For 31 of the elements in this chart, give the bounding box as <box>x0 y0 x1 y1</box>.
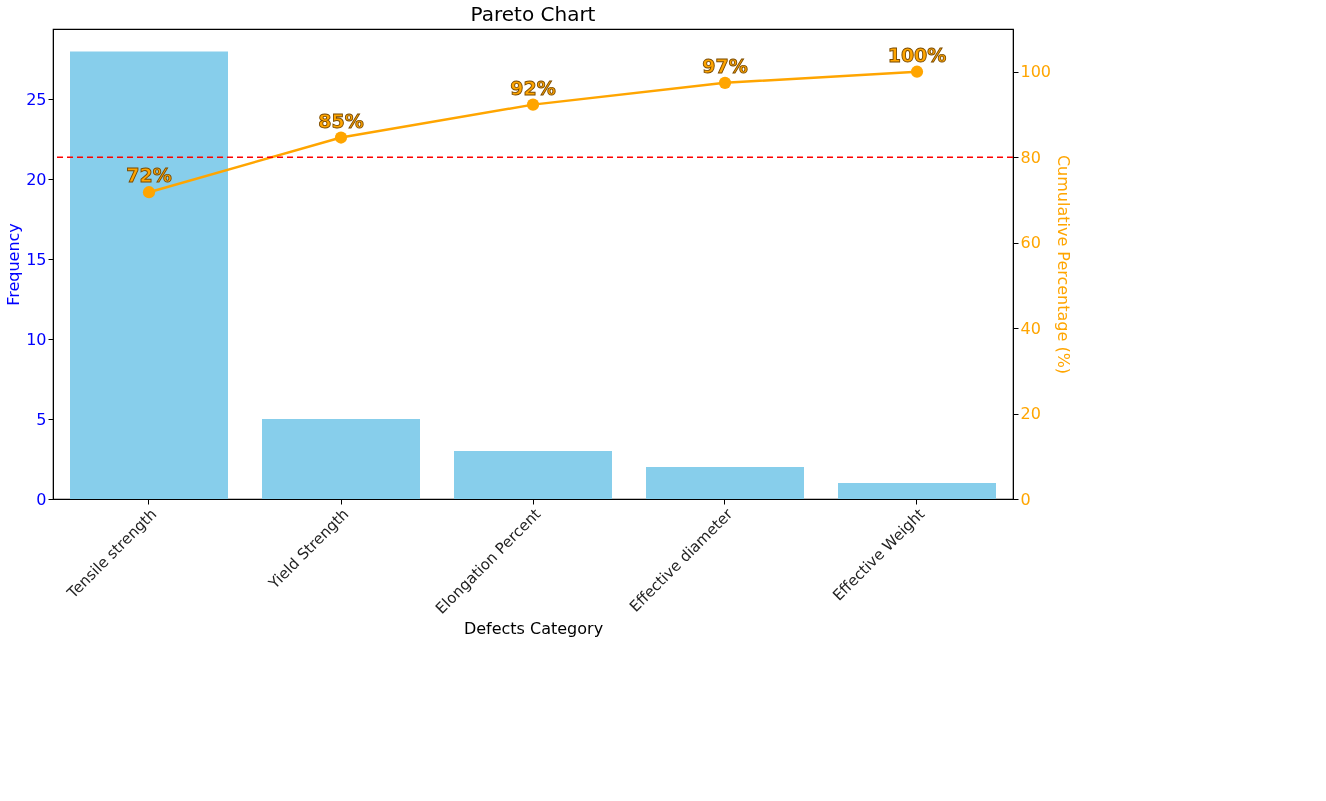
point <box>526 98 540 111</box>
y2-tick-label: 60 <box>1020 233 1041 253</box>
point <box>910 65 924 78</box>
bar <box>646 467 804 499</box>
data-label: 100% <box>887 43 947 66</box>
y-axis-title: Frequency <box>4 223 24 306</box>
data-label: 72% <box>126 164 172 187</box>
bar <box>262 419 420 499</box>
y-tick-label: 10 <box>26 329 47 349</box>
bar <box>70 51 228 499</box>
x-axis-title: Defects Category <box>463 618 604 638</box>
y-tick-label: 5 <box>36 409 47 429</box>
y-tick-label: 25 <box>26 89 47 109</box>
data-label: 97% <box>702 54 748 77</box>
point <box>142 186 156 199</box>
bar <box>454 451 612 499</box>
y2-axis-title: Cumulative Percentage (%) <box>1054 154 1074 375</box>
y2-tick-label: 80 <box>1020 147 1041 167</box>
bar <box>838 483 996 499</box>
y-tick-label: 15 <box>26 249 47 269</box>
point <box>718 76 732 89</box>
y-tick-label: 0 <box>36 489 47 509</box>
y2-tick-label: 100 <box>1020 62 1052 82</box>
y2-tick-label: 20 <box>1020 404 1041 424</box>
y2-tick-label: 0 <box>1020 489 1031 509</box>
chart-title: Pareto Chart <box>470 2 596 26</box>
data-label: 92% <box>510 76 556 99</box>
y2-tick-label: 40 <box>1020 318 1041 338</box>
point <box>334 131 348 144</box>
data-label: 85% <box>318 109 364 132</box>
y-tick-label: 20 <box>26 169 47 189</box>
